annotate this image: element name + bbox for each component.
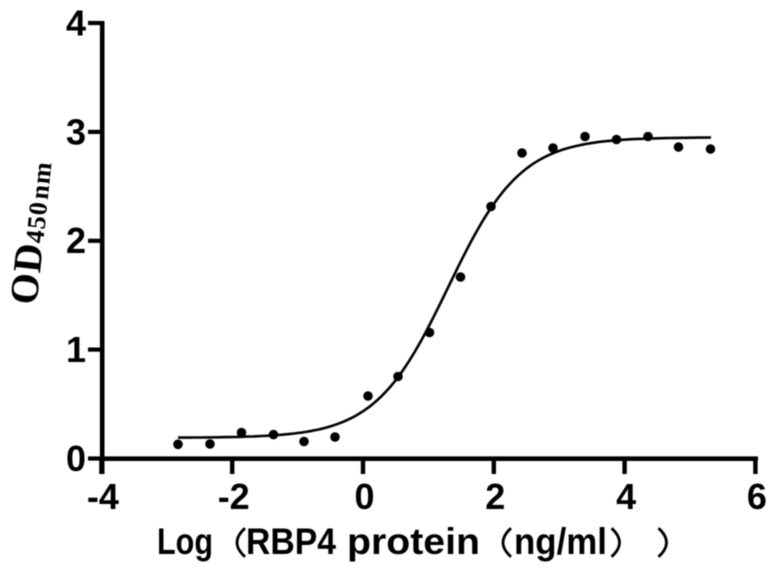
svg-text:3: 3	[66, 111, 86, 152]
svg-text:6: 6	[747, 476, 767, 517]
svg-text:4: 4	[616, 476, 636, 517]
svg-text:2: 2	[66, 220, 86, 261]
svg-text:0: 0	[66, 438, 86, 479]
svg-text:4: 4	[66, 3, 86, 44]
svg-text:-4: -4	[87, 476, 119, 517]
svg-text:0: 0	[354, 476, 374, 517]
svg-text:2: 2	[485, 476, 505, 517]
svg-text:1: 1	[66, 329, 86, 370]
svg-text:-2: -2	[218, 476, 250, 517]
